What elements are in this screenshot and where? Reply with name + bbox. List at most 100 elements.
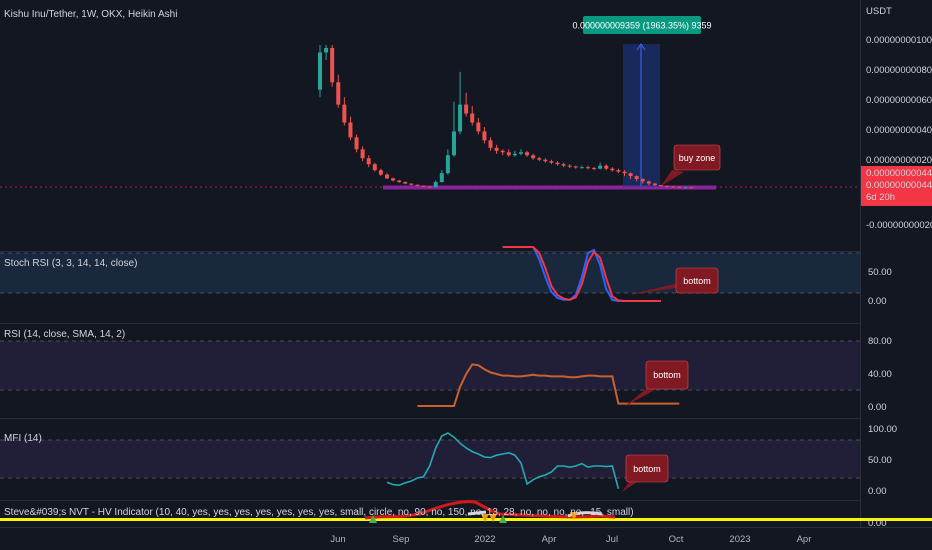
candle-body bbox=[397, 180, 402, 183]
candle-body bbox=[585, 167, 590, 169]
rsi-title: RSI (14, close, SMA, 14, 2) bbox=[4, 329, 125, 340]
candle-body bbox=[378, 170, 383, 175]
nvt-axis-tick: 0.00 bbox=[868, 518, 887, 529]
candle-body bbox=[549, 161, 554, 163]
measure-arrow-head bbox=[636, 43, 646, 51]
candle-body bbox=[494, 147, 499, 151]
candle-body bbox=[445, 155, 450, 174]
candle-body bbox=[634, 176, 639, 180]
candle-body bbox=[421, 185, 426, 187]
stoch-axis-tick: 0.00 bbox=[868, 296, 887, 307]
candle-body bbox=[336, 82, 341, 105]
mfi-axis-tick: 0.00 bbox=[868, 486, 887, 497]
mfi-note-box bbox=[625, 454, 669, 483]
candle-body bbox=[464, 104, 469, 114]
mfi-note-label: bottom bbox=[633, 464, 661, 474]
candle-body bbox=[652, 183, 657, 186]
stoch-note-pointer bbox=[628, 283, 682, 295]
candle-body bbox=[324, 47, 329, 53]
stoch-title: Stoch RSI (3, 3, 14, 14, close) bbox=[4, 258, 137, 269]
candle-body bbox=[403, 182, 408, 184]
rsi-line bbox=[417, 363, 680, 407]
current-price-label: 6d 20h bbox=[866, 192, 895, 203]
candle-body bbox=[366, 158, 371, 165]
rsi-axis-tick: 0.00 bbox=[868, 402, 887, 413]
candle-body bbox=[476, 122, 481, 132]
price-axis-tick: -0.0000000002000 bbox=[866, 220, 932, 231]
time-axis-tick: Oct bbox=[669, 534, 684, 545]
candle-body bbox=[451, 131, 456, 156]
candle-body bbox=[348, 122, 353, 138]
nvt-down-marker bbox=[570, 512, 578, 520]
time-axis-border bbox=[0, 527, 932, 528]
nvt-down-marker bbox=[481, 514, 489, 522]
time-axis-tick: 2022 bbox=[474, 534, 495, 545]
nvt-grey-line bbox=[567, 511, 603, 518]
rsi-axis-tick: 80.00 bbox=[868, 336, 892, 347]
pane-separator bbox=[0, 323, 860, 324]
time-axis-tick: Jul bbox=[606, 534, 618, 545]
candle-body bbox=[318, 52, 322, 90]
buy-zone-box bbox=[673, 144, 721, 171]
candle-body bbox=[391, 178, 396, 181]
candle-body bbox=[354, 137, 359, 150]
stoch-d-line bbox=[502, 246, 661, 302]
mfi-band bbox=[0, 440, 860, 478]
mfi-title: MFI (14) bbox=[4, 433, 42, 444]
candle-body bbox=[439, 173, 444, 183]
price-axis-tick: 0.0000000008000 bbox=[866, 65, 932, 76]
candle-body bbox=[415, 184, 420, 186]
time-axis-tick: Apr bbox=[797, 534, 812, 545]
pane-separator bbox=[0, 500, 860, 501]
nvt-up-marker bbox=[499, 515, 507, 523]
candle-body bbox=[628, 173, 633, 177]
candle-body bbox=[506, 152, 511, 156]
candle-body bbox=[409, 183, 414, 185]
candle-body bbox=[360, 149, 365, 159]
nvt-up-marker bbox=[369, 515, 377, 523]
current-price-badge bbox=[861, 166, 932, 206]
candle-body bbox=[543, 159, 548, 162]
mfi-axis-tick: 100.00 bbox=[868, 424, 897, 435]
chart-title: Kishu Inu/Tether, 1W, OKX, Heikin Ashi bbox=[4, 9, 177, 20]
candle-body bbox=[622, 171, 627, 174]
candle-body bbox=[567, 165, 572, 167]
rsi-note-label: bottom bbox=[653, 370, 681, 380]
pane-separator bbox=[0, 251, 860, 252]
candle-body bbox=[561, 164, 566, 166]
candle-body bbox=[610, 168, 615, 171]
candle-body bbox=[384, 174, 389, 179]
candle-body bbox=[683, 187, 688, 189]
time-axis-tick: 2023 bbox=[729, 534, 750, 545]
candle-body bbox=[482, 131, 487, 141]
nvt-down-marker bbox=[489, 514, 497, 522]
nvt-grey-line bbox=[467, 510, 487, 516]
candle-body bbox=[689, 187, 694, 189]
rsi-axis-tick: 40.00 bbox=[868, 369, 892, 380]
measure-label-box bbox=[583, 16, 701, 34]
candle-body bbox=[555, 162, 560, 165]
candle-body bbox=[330, 47, 335, 83]
candle-body bbox=[616, 170, 621, 172]
support-zone bbox=[383, 185, 716, 190]
candle-body bbox=[598, 165, 603, 169]
price-axis-tick: 0.0000000004000 bbox=[866, 125, 932, 136]
candle-body bbox=[573, 166, 578, 168]
time-axis-tick: Sep bbox=[393, 534, 410, 545]
candle-body bbox=[372, 164, 377, 171]
rsi-note-pointer bbox=[624, 384, 656, 407]
nvt-title: Steve&#039;s NVT - HV Indicator (10, 40,… bbox=[4, 507, 634, 518]
mfi-line bbox=[386, 432, 620, 490]
candle-body bbox=[531, 155, 536, 159]
candle-body bbox=[427, 186, 432, 188]
time-axis-tick: Jun bbox=[330, 534, 345, 545]
price-axis-currency: USDT bbox=[866, 6, 892, 17]
time-axis-tick: Apr bbox=[542, 534, 557, 545]
candle-body bbox=[537, 158, 542, 160]
candle-body bbox=[665, 185, 670, 187]
price-axis-tick: 0.0000000010000 bbox=[866, 35, 932, 46]
stoch-note-box bbox=[675, 267, 719, 294]
buy-zone-pointer bbox=[661, 170, 684, 186]
current-price-label: 0.0000000004481 bbox=[866, 168, 932, 179]
